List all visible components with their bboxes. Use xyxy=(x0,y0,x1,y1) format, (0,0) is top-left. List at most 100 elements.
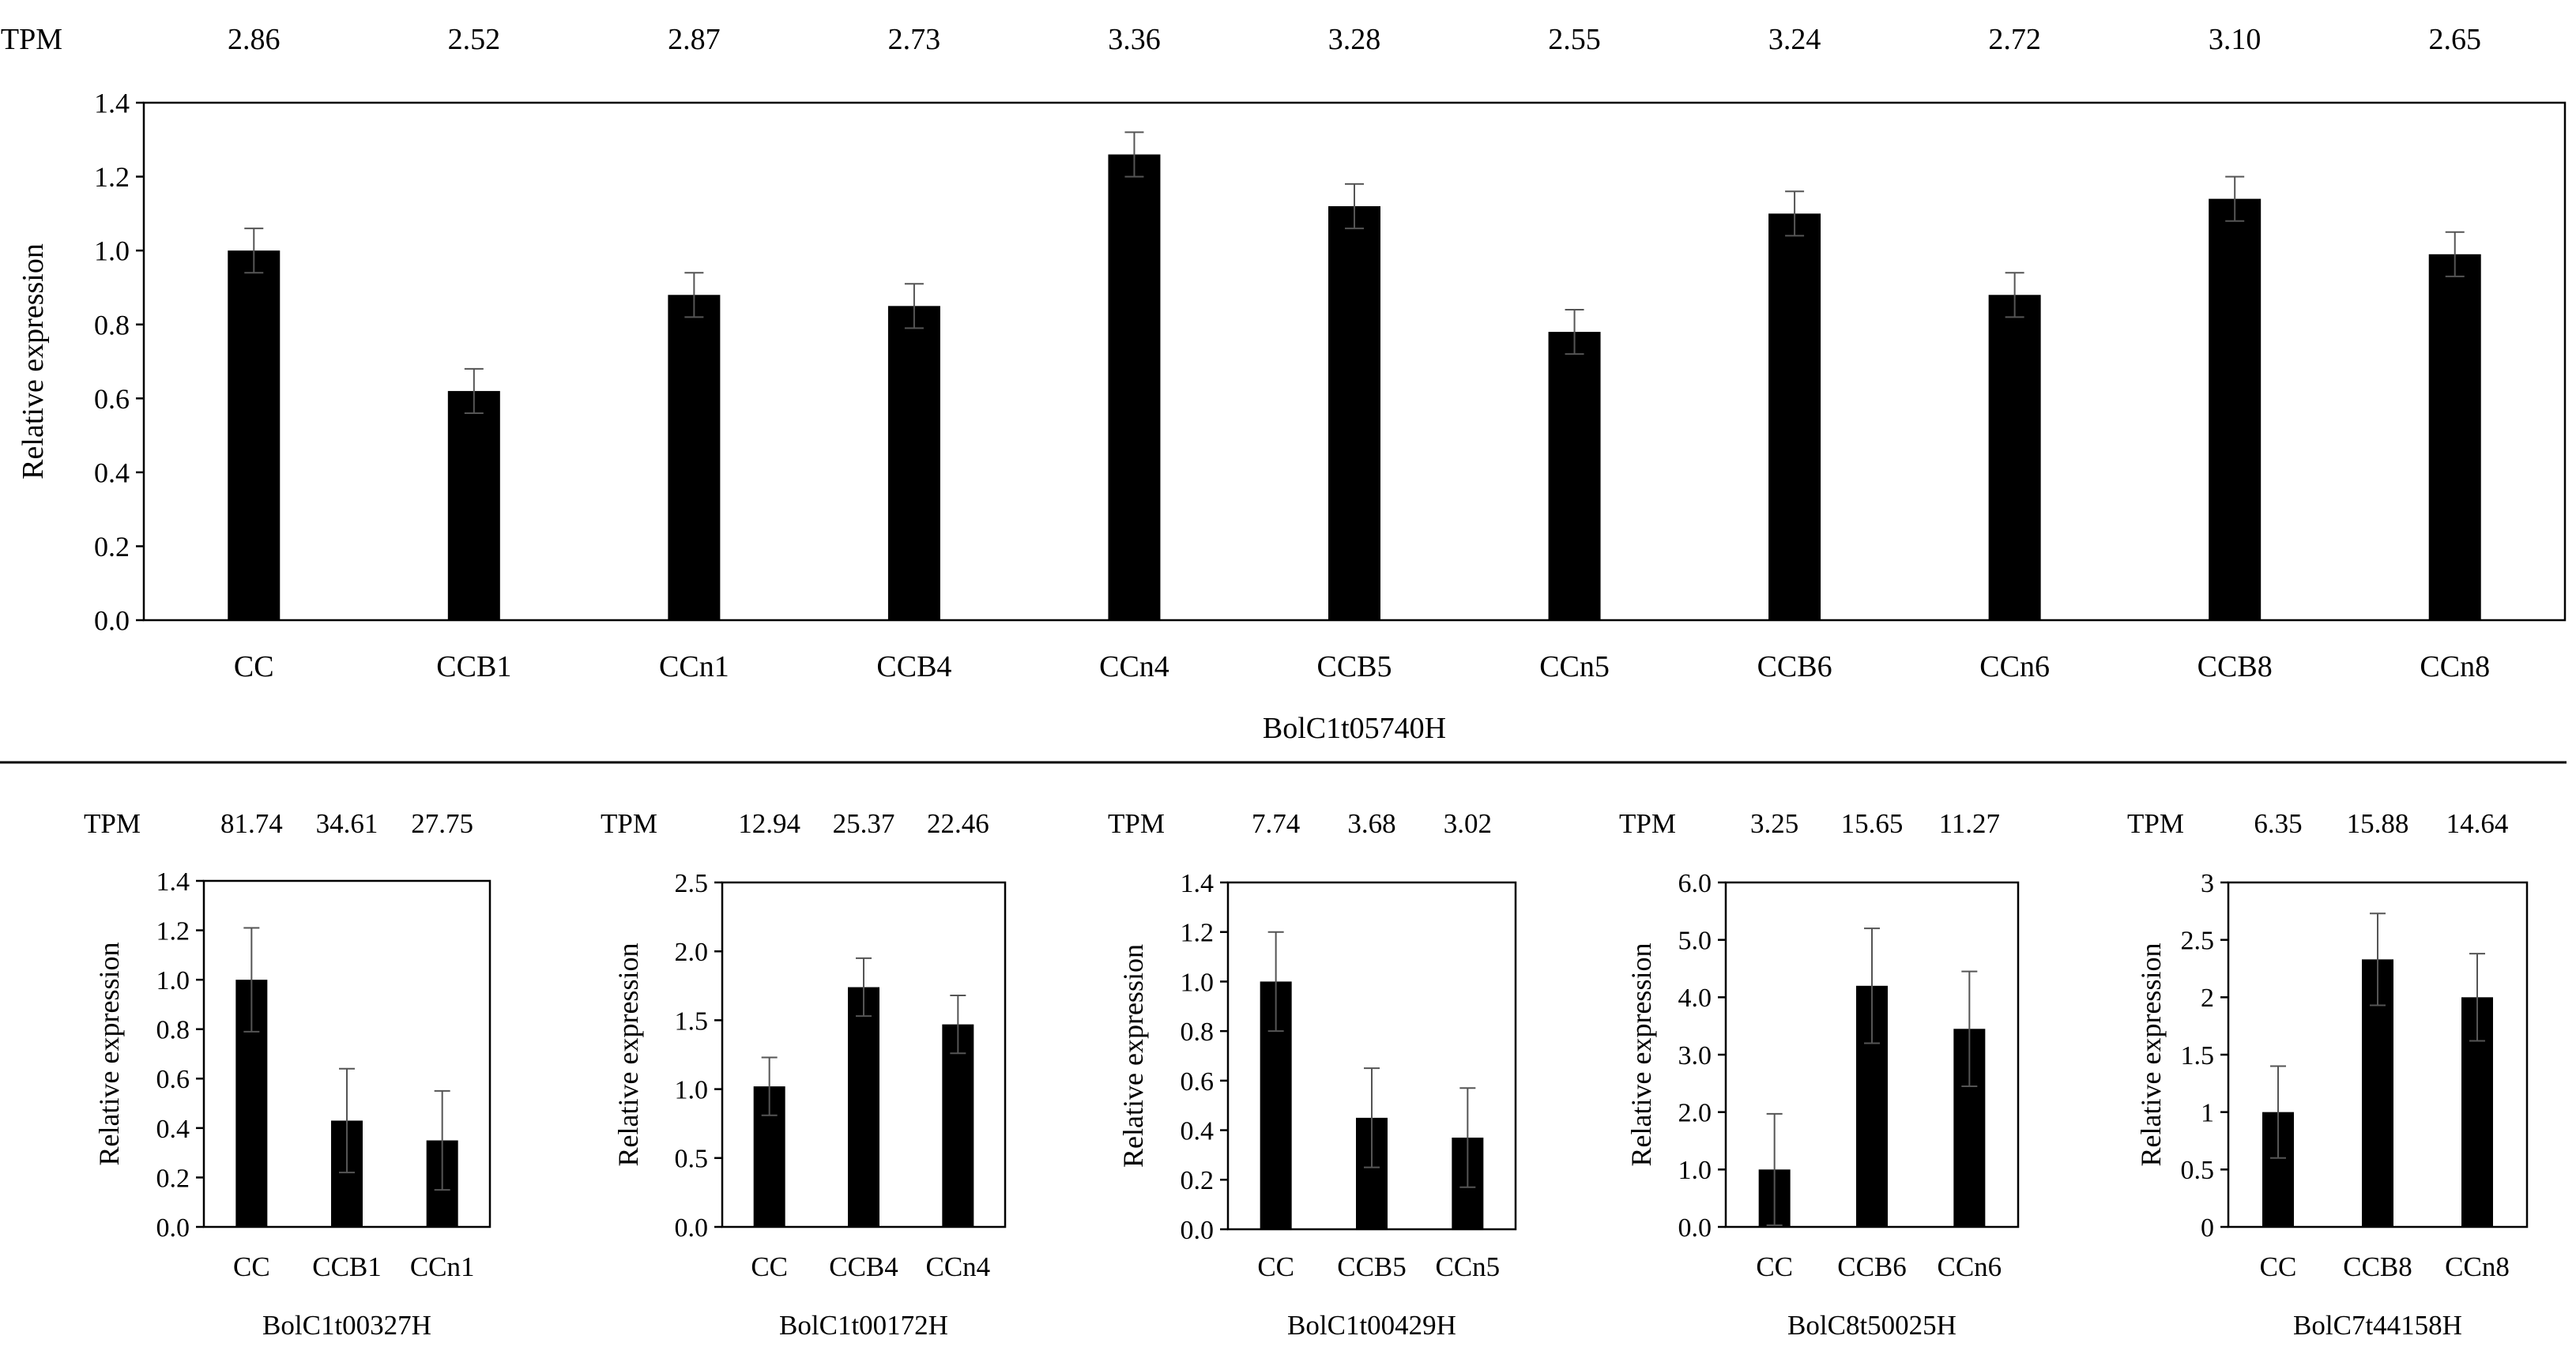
y-axis-label: Relative expression xyxy=(612,943,644,1167)
bar xyxy=(887,306,940,620)
bar xyxy=(447,390,500,620)
y-axis-label: Relative expression xyxy=(17,243,50,480)
category-label: CCn4 xyxy=(1099,650,1169,683)
tpm-value: 34.61 xyxy=(316,808,378,839)
tpm-value: 3.25 xyxy=(1750,808,1798,839)
category-label: CCB5 xyxy=(1316,650,1392,683)
gene-label: BolC8t50025H xyxy=(1787,1310,1956,1341)
tpm-value: 3.24 xyxy=(1768,23,1821,56)
category-label: CCn8 xyxy=(2420,650,2490,683)
y-tick-label: 0.8 xyxy=(156,1016,190,1045)
tpm-value: 2.87 xyxy=(668,23,721,56)
tpm-label: TPM xyxy=(1108,808,1165,839)
gene-label: BolC1t00429H xyxy=(1287,1310,1456,1341)
category-label: CC xyxy=(1756,1251,1793,1282)
y-tick-label: 0.2 xyxy=(156,1164,190,1193)
tpm-label: TPM xyxy=(2127,808,2184,839)
y-tick-label: 0.5 xyxy=(2181,1156,2215,1185)
y-tick-label: 3 xyxy=(2201,869,2214,898)
tpm-value: 27.75 xyxy=(411,808,473,839)
category-label: CCn6 xyxy=(1937,1251,2002,1282)
bar xyxy=(2209,198,2262,621)
y-tick-label: 2 xyxy=(2201,984,2214,1013)
gene-label: BolC1t00327H xyxy=(262,1310,431,1341)
y-tick-label: 2.0 xyxy=(1678,1099,1712,1128)
tpm-value: 2.72 xyxy=(1988,23,2041,56)
bar xyxy=(1548,332,1601,620)
tpm-value: 3.10 xyxy=(2209,23,2262,56)
y-tick-label: 2.5 xyxy=(2181,927,2215,956)
y-tick-label: 0.0 xyxy=(1181,1216,1215,1245)
bar xyxy=(228,250,281,620)
y-axis-label: Relative expression xyxy=(93,942,125,1166)
y-tick-label: 1.4 xyxy=(156,867,190,897)
y-tick-label: 0.4 xyxy=(156,1115,190,1144)
y-tick-label: 0.4 xyxy=(94,457,130,488)
y-axis-label: Relative expression xyxy=(1625,943,1657,1167)
y-tick-label: 5.0 xyxy=(1678,927,1712,956)
y-tick-label: 0 xyxy=(2201,1213,2214,1243)
y-tick-label: 1.0 xyxy=(94,235,130,267)
y-tick-label: 0.2 xyxy=(1181,1166,1215,1195)
bar xyxy=(1988,295,2041,620)
y-tick-label: 1.4 xyxy=(94,88,130,119)
y-tick-label: 0.0 xyxy=(675,1213,709,1243)
y-tick-label: 2.5 xyxy=(675,869,709,898)
category-label: CCB8 xyxy=(2343,1251,2412,1282)
y-tick-label: 1.5 xyxy=(675,1006,709,1036)
y-tick-label: 0.0 xyxy=(156,1213,190,1243)
y-tick-label: 2.0 xyxy=(675,938,709,967)
tpm-label: TPM xyxy=(84,808,141,839)
category-label: CCn4 xyxy=(925,1251,990,1282)
y-tick-label: 1.2 xyxy=(156,916,190,946)
tpm-value: 3.02 xyxy=(1444,808,1492,839)
y-tick-label: 3.0 xyxy=(1678,1041,1712,1070)
y-tick-label: 0.6 xyxy=(1181,1067,1215,1097)
category-label: CCB5 xyxy=(1337,1251,1407,1282)
category-label: CCn5 xyxy=(1539,650,1610,683)
tpm-value: 2.55 xyxy=(1548,23,1601,56)
category-label: CCn5 xyxy=(1435,1251,1500,1282)
y-tick-label: 1.0 xyxy=(1678,1156,1712,1185)
tpm-label: TPM xyxy=(601,808,657,839)
tpm-value: 3.36 xyxy=(1108,23,1161,56)
tpm-value: 14.64 xyxy=(2446,808,2509,839)
category-label: CCn1 xyxy=(659,650,729,683)
category-label: CC xyxy=(2260,1251,2297,1282)
bar xyxy=(942,1024,974,1227)
category-label: CCn8 xyxy=(2445,1251,2510,1282)
gene-label: BolC1t00172H xyxy=(779,1310,948,1341)
tpm-value: 7.74 xyxy=(1252,808,1300,839)
bar xyxy=(1768,213,1821,620)
y-tick-label: 0.8 xyxy=(94,309,130,340)
tpm-value: 3.68 xyxy=(1347,808,1395,839)
y-tick-label: 4.0 xyxy=(1678,984,1712,1013)
tpm-value: 81.74 xyxy=(220,808,283,839)
bar xyxy=(1328,206,1380,620)
bar xyxy=(1108,154,1161,620)
category-label: CCB1 xyxy=(312,1251,382,1282)
bar xyxy=(2428,254,2481,620)
tpm-value: 25.37 xyxy=(833,808,895,839)
category-label: CCB6 xyxy=(1837,1251,1907,1282)
y-tick-label: 1.2 xyxy=(94,161,130,193)
category-label: CCB4 xyxy=(876,650,951,683)
bar xyxy=(668,295,721,620)
y-tick-label: 0.6 xyxy=(156,1065,190,1094)
gene-label: BolC7t44158H xyxy=(2293,1310,2462,1341)
category-label: CC xyxy=(1257,1251,1294,1282)
y-axis-label: Relative expression xyxy=(2135,943,2167,1167)
tpm-value: 6.35 xyxy=(2254,808,2302,839)
y-tick-label: 0.2 xyxy=(94,531,130,562)
bar xyxy=(848,987,879,1227)
tpm-value: 11.27 xyxy=(1939,808,2000,839)
y-tick-label: 0.0 xyxy=(1678,1213,1712,1243)
category-label: CCB8 xyxy=(2198,650,2273,683)
tpm-value: 15.65 xyxy=(1841,808,1904,839)
y-tick-label: 1.0 xyxy=(675,1076,709,1105)
y-tick-label: 1.2 xyxy=(1181,919,1215,948)
y-tick-label: 1.0 xyxy=(1181,968,1215,997)
category-label: CCB4 xyxy=(829,1251,898,1282)
tpm-value: 2.73 xyxy=(888,23,941,56)
